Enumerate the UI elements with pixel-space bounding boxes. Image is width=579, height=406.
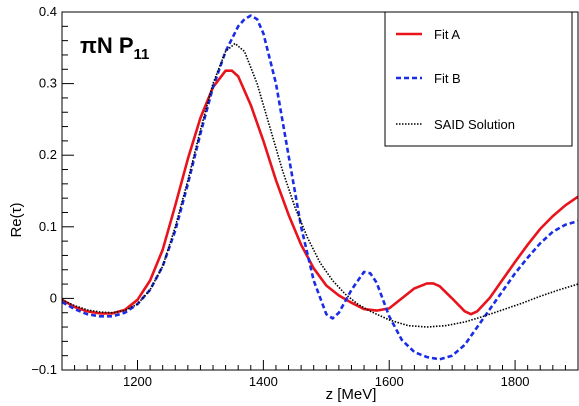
x-tick-label: 1600 — [375, 374, 404, 389]
x-tick-label: 1400 — [249, 374, 278, 389]
x-tick-label: 1200 — [123, 374, 152, 389]
series-line-1 — [62, 69, 578, 316]
x-tick-label: 1800 — [501, 374, 530, 389]
legend-label-2: Fit B — [434, 71, 461, 86]
series-layer — [62, 14, 578, 361]
legend-label-1: Fit A — [434, 27, 460, 42]
plot-frame — [61, 11, 579, 371]
y-tick-label: 0.2 — [39, 147, 57, 162]
plot-area: 1200 1400 1600 1800 −0.1 0 0.1 0.2 0.3 0.4 — [31, 4, 579, 389]
y-tick-label: 0.4 — [39, 4, 57, 19]
series-line-3 — [62, 42, 578, 328]
x-axis-label: z [MeV] — [326, 386, 377, 403]
y-axis: −0.1 0 0.1 0.2 0.3 0.4 — [31, 4, 74, 377]
y-tick-label: 0.3 — [39, 76, 57, 91]
y-axis-label: Re(τ) — [8, 202, 25, 237]
chart-annotation: πN P11 — [80, 33, 149, 63]
x-axis: 1200 1400 1600 1800 — [61, 360, 579, 389]
annotation-prefix: πN P — [80, 33, 134, 58]
y-tick-label: −0.1 — [31, 362, 57, 377]
annotation-subscript: 11 — [134, 46, 150, 63]
y-tick-label: 0 — [50, 290, 57, 305]
legend-label-3: SAID Solution — [434, 117, 515, 132]
legend: Fit A Fit B SAID Solution — [384, 11, 573, 147]
y-tick-label: 0.1 — [39, 219, 57, 234]
